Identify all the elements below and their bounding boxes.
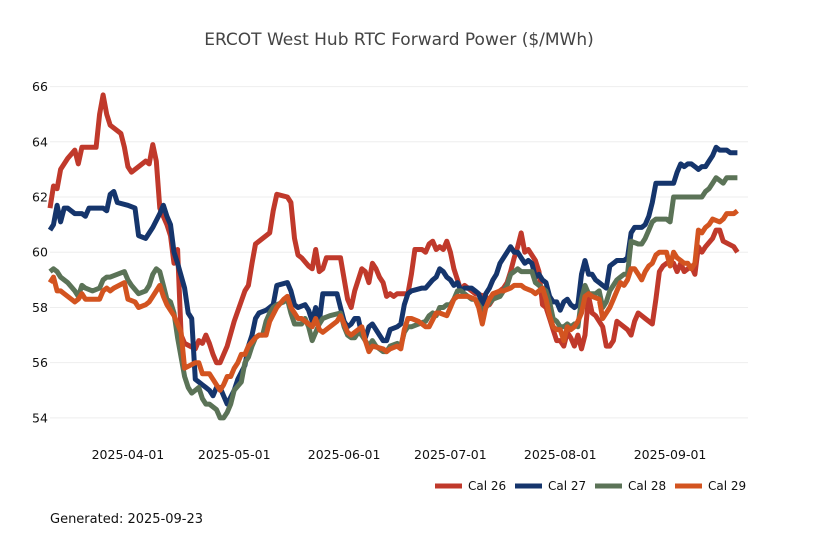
series-line-cal-29 (47, 208, 739, 393)
legend-label: Cal 26 (468, 479, 506, 493)
x-tick-label: 2025-09-01 (634, 447, 707, 462)
y-axis-ticks: 54 56 58 60 62 64 66 (32, 79, 48, 425)
x-tick-label: 2025-04-01 (92, 447, 165, 462)
y-tick-label: 62 (32, 190, 48, 205)
x-tick-label: 2025-07-01 (414, 447, 487, 462)
series-lines (47, 92, 740, 421)
legend-label: Cal 28 (628, 479, 666, 493)
x-tick-label: 2025-05-01 (198, 447, 271, 462)
x-tick-label: 2025-08-01 (524, 447, 597, 462)
y-tick-label: 58 (32, 300, 48, 315)
x-axis-ticks: 2025-04-01 2025-05-01 2025-06-01 2025-07-01… (92, 447, 707, 462)
y-tick-label: 66 (32, 79, 48, 94)
y-tick-label: 54 (32, 410, 48, 425)
gridlines (50, 86, 748, 419)
legend: Cal 26 Cal 27 Cal 28 Cal 29 (435, 479, 746, 493)
x-tick-label: 2025-06-01 (308, 447, 381, 462)
series-line-cal-27 (47, 144, 738, 407)
y-tick-label: 60 (32, 245, 48, 260)
generated-timestamp: Generated: 2025-09-23 (50, 512, 204, 527)
y-tick-label: 64 (32, 134, 48, 149)
chart-title: ERCOT West Hub RTC Forward Power ($/MWh) (204, 30, 594, 50)
legend-label: Cal 27 (548, 479, 586, 493)
y-tick-label: 56 (32, 355, 48, 370)
legend-label: Cal 29 (708, 479, 746, 493)
